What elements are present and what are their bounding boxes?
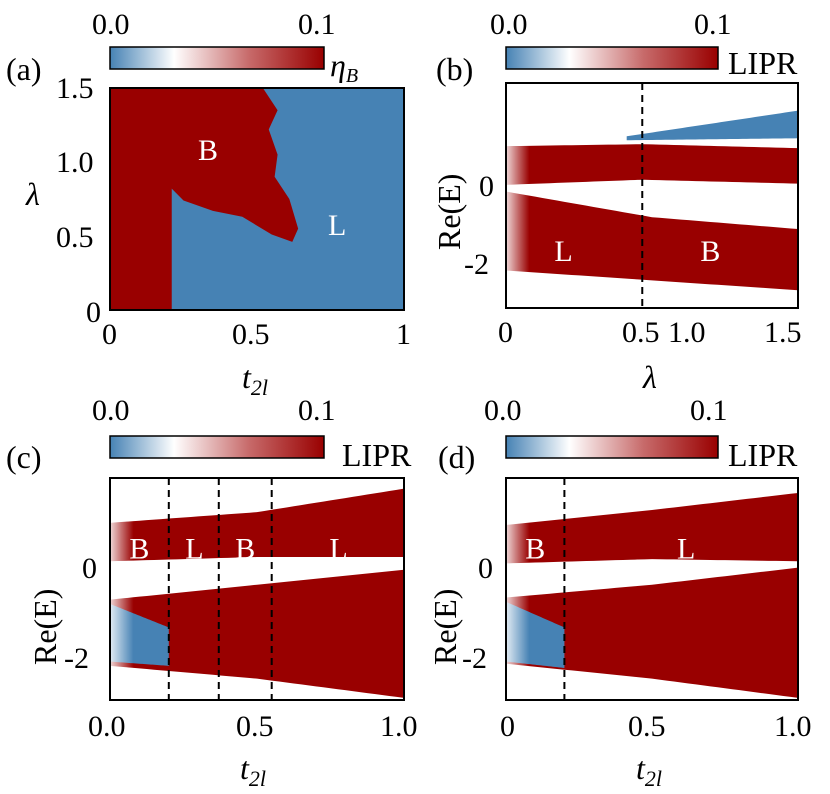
panel-d-colorbar: [505, 435, 719, 459]
panel-b-left-fade: [506, 83, 530, 308]
panel-b-colorbar: [505, 46, 719, 70]
panel-c-cbar-min: 0.0: [92, 394, 130, 427]
panel-d-xtick-0: 0: [500, 710, 515, 743]
panel-b-band-2: [626, 110, 798, 141]
panel-c-xlabel: t2l: [240, 750, 266, 791]
panel-d-ylabel: Re(E): [427, 589, 463, 665]
panel-d-label-B-0: B: [525, 532, 545, 565]
panel-d-ytick-0: -2: [462, 642, 487, 675]
panel-b-cbar-max: 0.1: [694, 8, 732, 41]
panel-a-tag: (a): [6, 51, 42, 87]
panel-b-cbar-min: 0.0: [490, 8, 528, 41]
panel-a-ytick-0: 0: [86, 296, 101, 329]
panel-d-label-L-1: L: [677, 532, 695, 565]
panel-c-xtick-0: 0.0: [88, 710, 126, 743]
panel-a-ylabel: λ: [25, 176, 40, 212]
panel-b-ytick-1: 0: [479, 170, 494, 203]
panel-b-ylabel: Re(E): [431, 174, 467, 250]
panel-b-frame: [505, 82, 799, 309]
panel-b-band-1: [506, 191, 798, 291]
panel-c-xtick-2: 1.0: [380, 710, 418, 743]
panel-d-cbar-min: 0.0: [484, 394, 522, 427]
panel-b-xtick-1: 0.5: [622, 316, 660, 349]
panel-b-band-0: [506, 144, 798, 185]
panel-d-band-0: [506, 492, 798, 564]
panel-c-ytick-0: -2: [64, 642, 89, 675]
panel-b-label-L-0: L: [554, 235, 572, 268]
panel-b-xtick-2: 1.0: [668, 316, 706, 349]
panel-c-label-L-3: L: [329, 532, 347, 565]
panel-a-cbar-min: 0.0: [92, 8, 130, 41]
panel-a-colorbar-label: ηB: [330, 47, 358, 87]
panel-c-band-1: [110, 569, 404, 698]
panel-d-ytick-1: 0: [478, 552, 493, 585]
panel-c-band-0: [110, 488, 404, 562]
panel-a-xtick-2: 1: [396, 318, 411, 351]
panel-d-xtick-2: 1.0: [774, 710, 812, 743]
panel-c-left-fade: [110, 478, 134, 700]
panel-d-colorbar-label: LIPR: [728, 437, 798, 473]
panel-d-xlabel: t2l: [636, 750, 662, 791]
panel-a-ytick-3: 1.5: [56, 72, 94, 105]
panel-b-label-B-1: B: [700, 235, 720, 268]
panel-c-cbar-max: 0.1: [298, 394, 336, 427]
panel-a-cbar-max: 0.1: [298, 8, 336, 41]
panel-d-left-fade: [506, 478, 530, 700]
panel-a-plot-area: B L: [109, 87, 405, 311]
panel-c-tag: (c): [6, 439, 42, 475]
panel-b-xtick-0: 0: [498, 316, 513, 349]
panel-b-colorbar-label: LIPR: [728, 45, 798, 81]
panel-a-xlabel: t2l: [242, 359, 268, 400]
panel-b-xlabel: λ: [642, 359, 657, 395]
panel-a-label-L: L: [328, 209, 346, 242]
panel-b-xtick-3: 1.5: [764, 316, 802, 349]
panel-c-label-B-2: B: [235, 532, 255, 565]
panel-a-blue-region: [171, 88, 404, 310]
panel-a-frame: [109, 87, 405, 311]
panel-c-ytick-1: 0: [82, 552, 97, 585]
panel-b-tag: (b): [436, 51, 473, 87]
panel-d-band-1: [506, 567, 798, 698]
panel-a-colorbar: [109, 46, 325, 70]
panel-c-xtick-1: 0.5: [236, 710, 274, 743]
panel-c-colorbar: [109, 435, 325, 459]
panel-c-label-B-0: B: [129, 532, 149, 565]
panel-a-ytick-2: 1.0: [56, 146, 94, 179]
panel-d-frame: [505, 477, 799, 701]
panel-a-label-B: B: [198, 134, 218, 167]
panel-d-cbar-max: 0.1: [690, 394, 728, 427]
panel-c-colorbar-label: LIPR: [342, 437, 412, 473]
panel-c-label-L-1: L: [185, 532, 203, 565]
panel-a-ytick-1: 0.5: [56, 221, 94, 254]
panel-a-xtick-1: 0.5: [232, 318, 270, 351]
panel-a: 0.0 0.1 ηB (a) B L 0 0.5 1 0 0.5 1.0 1.5…: [6, 8, 411, 400]
panel-d-tag: (d): [438, 439, 475, 475]
panel-c-frame: [109, 477, 405, 701]
panel-d-xtick-1: 0.5: [628, 710, 666, 743]
panel-c-ylabel: Re(E): [27, 589, 63, 665]
panel-a-xtick-0: 0: [102, 318, 117, 351]
panel-b-ytick-0: -2: [464, 248, 489, 281]
